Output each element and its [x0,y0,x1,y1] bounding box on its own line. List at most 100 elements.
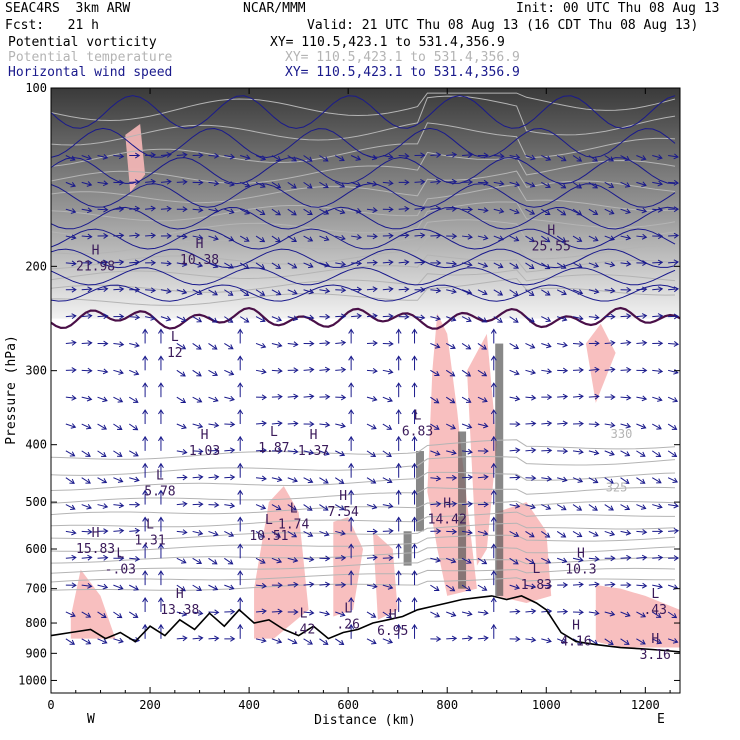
wind-vector-head [275,532,281,538]
pv-extremum-marker: H6.95 [377,608,408,639]
wind-vector [477,235,488,239]
wind-vector-head [340,422,346,429]
wind-vector [620,423,631,428]
wind-vector-head [134,205,141,212]
wind-vector [382,396,393,402]
wind-vector-head [132,612,139,618]
wind-vector [81,181,92,186]
theta-contour [51,511,675,528]
pv-extremum-type: L [651,587,659,602]
theta-contour [51,269,676,293]
wind-vector-head [388,313,394,320]
pv-extremum-marker: H25.55 [532,223,571,254]
wind-vector [255,289,265,296]
wind-vector-head [307,183,313,189]
wind-vector-head [134,476,140,483]
wind-vector-head [576,210,583,216]
wind-vector-head [213,530,219,537]
wind-vector-head [483,207,489,213]
wind-vector-head [237,623,244,630]
wind-vector-head [449,371,456,377]
wind-vector-head [466,423,473,429]
wind-vector [192,611,203,615]
wind-vector-head [594,340,600,347]
wind-vector [509,584,520,589]
wind-vector-head [608,639,614,645]
pv-extremum-value: 13.38 [160,603,199,618]
wind-vector-head [576,505,583,511]
wind-vector-head [71,582,77,589]
wind-vector-head [624,639,630,645]
pv-extremum-value: 10.51 [249,529,288,544]
wind-vector-head [388,528,394,534]
wind-vector-head [411,543,418,549]
wind-vector-head [530,447,537,454]
wind-vector [160,262,171,265]
wind-vector-head [87,367,93,374]
wind-vector [652,208,663,211]
wind-vector-head [275,505,282,511]
wind-vector-head [624,505,631,511]
wind-vector [430,154,441,157]
pv-extremum-value: 1.74 [278,517,309,532]
wind-vector [572,530,582,537]
wind-vector [557,395,568,398]
wind-vector-head [490,382,497,388]
pv-extremum-type: H [201,428,209,443]
wind-vector [271,531,281,538]
wind-vector-head [404,153,410,159]
wind-vector-head [465,371,472,377]
wind-vector [271,477,282,481]
wind-vector [445,584,455,592]
wind-vector [335,155,345,161]
wind-vector [224,584,234,590]
wind-vector [239,289,249,296]
wind-vector [129,207,140,210]
wind-vector [588,638,598,645]
wind-vector-head [577,289,584,295]
wind-vector-head [420,259,426,266]
wind-vector [319,530,329,536]
wind-vector-head [546,637,552,644]
wind-vector-head [182,261,188,267]
wind-vector [477,396,488,402]
wind-vector-head [133,397,139,403]
wind-vector [461,611,472,615]
wind-vector [113,342,124,346]
wind-vector-head [531,394,537,401]
wind-vector-head [545,182,551,188]
wind-vector-head [483,179,489,186]
wind-vector [97,450,107,457]
wind-vector [192,584,202,591]
wind-vector-head [142,623,149,630]
wind-vector [667,423,677,430]
wind-vector-head [158,489,164,495]
wind-vector-head [158,543,164,549]
wind-vector [382,155,393,158]
wind-vector [303,611,314,614]
wind-vector-head [348,382,355,388]
wind-vector-head [411,623,418,630]
wind-vector-head [293,420,299,427]
wind-vector-head [481,585,488,591]
wind-vector-head [490,328,497,334]
wind-vector [287,638,297,644]
wind-vector-head [609,450,615,456]
wind-vector [382,557,393,559]
wind-vector [461,369,471,377]
pv-extremum-type: H [339,489,347,504]
wind-vector-head [657,583,663,590]
wind-vector-head [228,584,235,591]
wind-vector [652,504,663,508]
wind-vector-head [546,368,553,375]
wind-vector [208,369,218,376]
wind-vector [271,369,282,372]
wind-vector-head [134,555,141,562]
wind-vector [319,423,330,426]
wind-vector [65,638,75,645]
wind-vector-head [118,369,124,375]
wind-vector-head [395,382,402,388]
wind-vector-head [529,182,536,188]
wind-vector-head [404,232,410,239]
wind-vector [382,261,393,264]
